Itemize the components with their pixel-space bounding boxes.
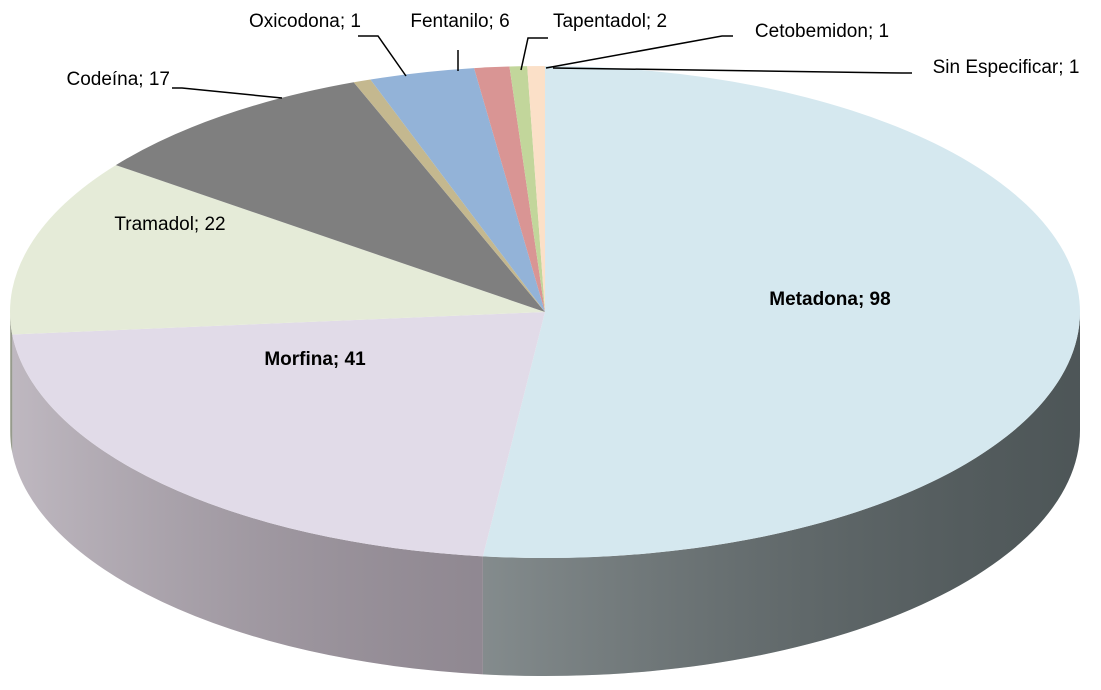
data-label: Fentanilo; 6: [410, 11, 509, 32]
data-label: Morfina; 41: [264, 349, 366, 370]
pie-sides: [10, 312, 1081, 676]
slice-side-shade: [482, 312, 1081, 676]
data-label: Tapentadol; 2: [553, 11, 667, 32]
slice: [353, 79, 545, 312]
slice: [370, 68, 545, 312]
slice: [509, 66, 545, 312]
slice: [9, 165, 545, 335]
leader-line: [358, 35, 407, 77]
leader-line: [172, 87, 283, 99]
leader-line: [552, 67, 912, 74]
data-labels: Metadona; 98 Morfina; 41 Tramadol; 22 Codeí…: [66, 11, 1079, 370]
pie-tops: [9, 66, 1081, 558]
slice-side-shade: [12, 334, 483, 675]
leader-line: [545, 35, 733, 69]
data-label: Codeína; 17: [66, 69, 170, 90]
leader-lines: [172, 35, 912, 99]
data-label: Sin Especificar; 1: [933, 57, 1080, 78]
slice: [527, 66, 545, 312]
slice-side-shade: [10, 312, 13, 453]
slice: [115, 82, 546, 312]
slice: [474, 66, 545, 312]
slice: [482, 66, 1081, 558]
data-label: Oxicodona; 1: [249, 11, 361, 32]
data-label: Tramadol; 22: [114, 214, 225, 235]
slice: [12, 312, 546, 557]
leader-line: [520, 37, 548, 71]
data-label: Metadona; 98: [769, 289, 890, 310]
data-label: Cetobemidon; 1: [755, 21, 889, 42]
